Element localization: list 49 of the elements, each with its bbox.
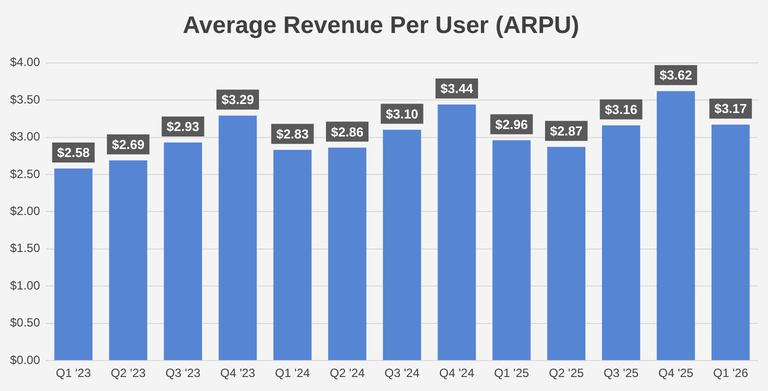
x-tick-label: Q4 '24 [439, 366, 475, 380]
bar [656, 91, 695, 360]
x-tick-label: Q2 '23 [110, 366, 146, 380]
x-tick-label: Q3 '23 [165, 366, 201, 380]
bar [712, 124, 750, 360]
x-tick-label: Q4 '23 [220, 366, 256, 380]
bar [602, 125, 640, 360]
x-tick-label: Q1 '26 [713, 366, 748, 380]
bar [492, 140, 531, 360]
y-tick-label: $1.50 [10, 241, 40, 256]
data-label: $3.62 [660, 68, 692, 83]
y-tick-label: $3.50 [10, 92, 40, 106]
data-label: $3.44 [440, 81, 474, 96]
data-label: $3.17 [714, 101, 747, 116]
data-label: $2.93 [166, 119, 200, 134]
y-tick-label: $4.00 [10, 55, 40, 70]
bar [109, 160, 148, 360]
bar [273, 150, 312, 360]
data-label: $3.16 [604, 102, 638, 117]
bar [164, 142, 202, 360]
y-tick-label: $3.00 [10, 130, 40, 144]
x-tick-label: Q3 '24 [384, 366, 420, 380]
y-tick-label: $0.50 [10, 316, 40, 330]
data-label: $3.10 [386, 106, 418, 122]
x-tick-label: Q1 '25 [494, 366, 530, 380]
y-tick-label: $2.50 [10, 166, 40, 181]
x-tick-label: Q2 '24 [330, 366, 366, 380]
bar [328, 148, 366, 360]
x-tick-label: Q3 '25 [604, 366, 639, 380]
data-label: $2.87 [550, 124, 583, 139]
data-label: $2.96 [495, 116, 528, 132]
data-label: $2.83 [276, 126, 309, 142]
data-label: $2.69 [112, 136, 144, 152]
bar [218, 116, 257, 360]
x-tick-label: Q4 '25 [658, 366, 694, 380]
x-tick-label: Q1 '24 [274, 366, 310, 380]
bar [382, 130, 422, 360]
x-tick-label: Q2 '25 [548, 366, 584, 380]
chart-title: Average Revenue Per User (ARPU) [182, 12, 580, 40]
bar [547, 146, 586, 360]
x-tick-label: Q1 '23 [56, 366, 92, 380]
y-tick-label: $1.00 [10, 278, 40, 292]
bar [54, 168, 92, 360]
y-tick-label: $2.00 [10, 204, 40, 218]
data-label: $3.29 [221, 92, 254, 108]
y-tick-label: $0.00 [10, 352, 40, 367]
data-label: $2.86 [330, 124, 364, 140]
bar [438, 104, 476, 360]
data-label: $2.58 [57, 145, 90, 160]
